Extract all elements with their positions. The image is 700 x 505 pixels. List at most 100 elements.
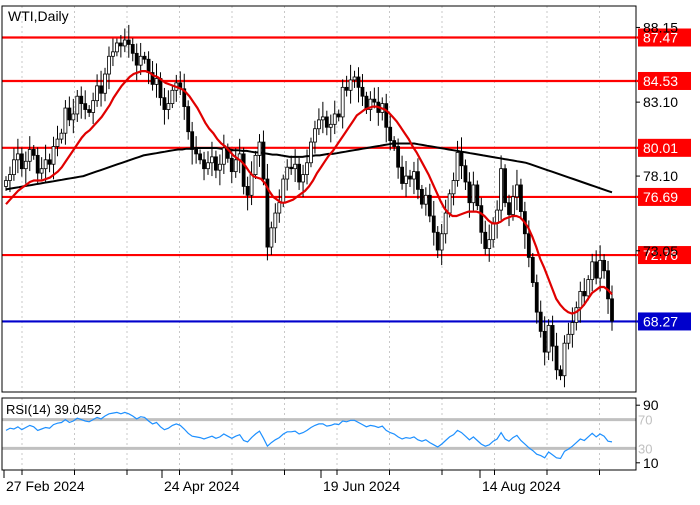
level-label-box	[638, 138, 691, 157]
candle-body	[221, 147, 226, 165]
candle-body	[590, 261, 595, 281]
candle-body	[12, 159, 16, 175]
candle-body	[578, 291, 583, 309]
candle-body	[206, 162, 210, 170]
candle-body	[115, 42, 119, 53]
candle-body	[166, 103, 171, 110]
candle-body	[435, 231, 440, 251]
candle-body	[515, 184, 519, 198]
candle-body	[55, 138, 60, 147]
candle-body	[15, 153, 20, 161]
candle-body	[293, 163, 298, 170]
candle-body	[471, 184, 476, 204]
candle-body	[198, 153, 202, 161]
candle-body	[542, 330, 547, 353]
candle-body	[79, 95, 84, 105]
level-label: 72.76	[643, 247, 678, 263]
candle-body	[134, 52, 139, 66]
candle-body	[459, 152, 464, 167]
time-tick-label: 14 Aug 2024	[482, 478, 561, 494]
candle-body	[455, 152, 460, 181]
candle-body	[554, 345, 559, 371]
candle-body	[419, 188, 424, 205]
candle-body	[392, 140, 397, 147]
candle-body	[241, 153, 246, 187]
candle-body	[467, 181, 472, 204]
candle-body	[451, 180, 456, 195]
candle-body	[332, 113, 337, 125]
candle-body	[95, 85, 99, 102]
candle-body	[427, 194, 432, 217]
level-label: 84.53	[643, 73, 678, 89]
candle-body	[423, 194, 428, 205]
level-label-box	[638, 187, 691, 206]
fast-ma-line	[5, 69, 613, 315]
slow-ma-line	[5, 142, 613, 194]
candle-body	[285, 166, 290, 180]
rsi-panel: 70 30 90 10	[2, 397, 659, 471]
candle-body	[194, 149, 199, 155]
candle-body	[154, 78, 159, 85]
candle-body	[566, 333, 571, 344]
candle-body	[483, 231, 488, 249]
candle-body	[63, 107, 68, 134]
candle-body	[495, 209, 500, 224]
candle-body	[368, 98, 373, 110]
candle-body	[594, 261, 599, 279]
candle-body	[340, 86, 345, 118]
candle-body	[182, 88, 187, 107]
level-label: 76.69	[643, 189, 678, 205]
candle-body	[91, 100, 96, 113]
rsi-panel-frame	[1, 397, 637, 471]
candle-body	[499, 168, 503, 211]
candle-body	[324, 116, 329, 128]
candle-body	[67, 107, 72, 121]
candle-body	[75, 95, 80, 115]
candle-body	[170, 89, 175, 105]
candle-body	[447, 193, 452, 214]
candle-body	[360, 86, 365, 97]
candle-body	[273, 212, 278, 229]
candle-body	[313, 128, 317, 143]
candle-body	[443, 212, 448, 235]
candle-body	[4, 180, 8, 187]
candle-body	[265, 178, 270, 248]
candle-body	[297, 163, 301, 183]
candle-body	[142, 55, 147, 60]
level-label-box	[638, 246, 691, 265]
rsi-line	[5, 411, 613, 460]
candle-body	[538, 311, 543, 332]
candle-body	[336, 113, 341, 118]
candle-body	[534, 282, 539, 313]
time-tick-label: 24 Apr 2024	[164, 478, 240, 494]
candle-body	[107, 55, 111, 75]
candle-body	[202, 159, 206, 170]
rsi-tick-label: 90	[643, 397, 659, 413]
time-axis: 27 Feb 2024 24 Apr 2024 19 Jun 2024 14 Aug …	[3, 470, 600, 494]
candle-body	[249, 174, 254, 196]
price-tick-label: 73.05	[643, 243, 678, 259]
candle-body	[99, 85, 103, 94]
candle-body	[507, 202, 511, 215]
candle-body	[610, 298, 614, 322]
candle-body	[404, 175, 408, 184]
candle-body	[372, 98, 377, 103]
candle-body	[487, 239, 492, 249]
level-label: 87.47	[643, 30, 678, 46]
candle-body	[281, 178, 286, 204]
candle-body	[8, 174, 12, 181]
candle-body	[35, 154, 40, 174]
price-axis: 87.47 84.53 80.01 76.69 72.76 68.27 88.15 83.10…	[636, 19, 691, 331]
candle-body	[384, 103, 389, 128]
candle-body	[511, 196, 515, 215]
level-label-box	[638, 312, 691, 331]
candle-body	[388, 126, 393, 141]
candle-body	[122, 39, 127, 47]
candle-body	[43, 159, 48, 170]
candle-body	[146, 58, 151, 73]
candle-body	[526, 233, 531, 258]
candle-body	[126, 39, 131, 45]
candle-body	[214, 156, 218, 171]
candle-body	[87, 109, 92, 113]
candle-body	[356, 76, 361, 88]
